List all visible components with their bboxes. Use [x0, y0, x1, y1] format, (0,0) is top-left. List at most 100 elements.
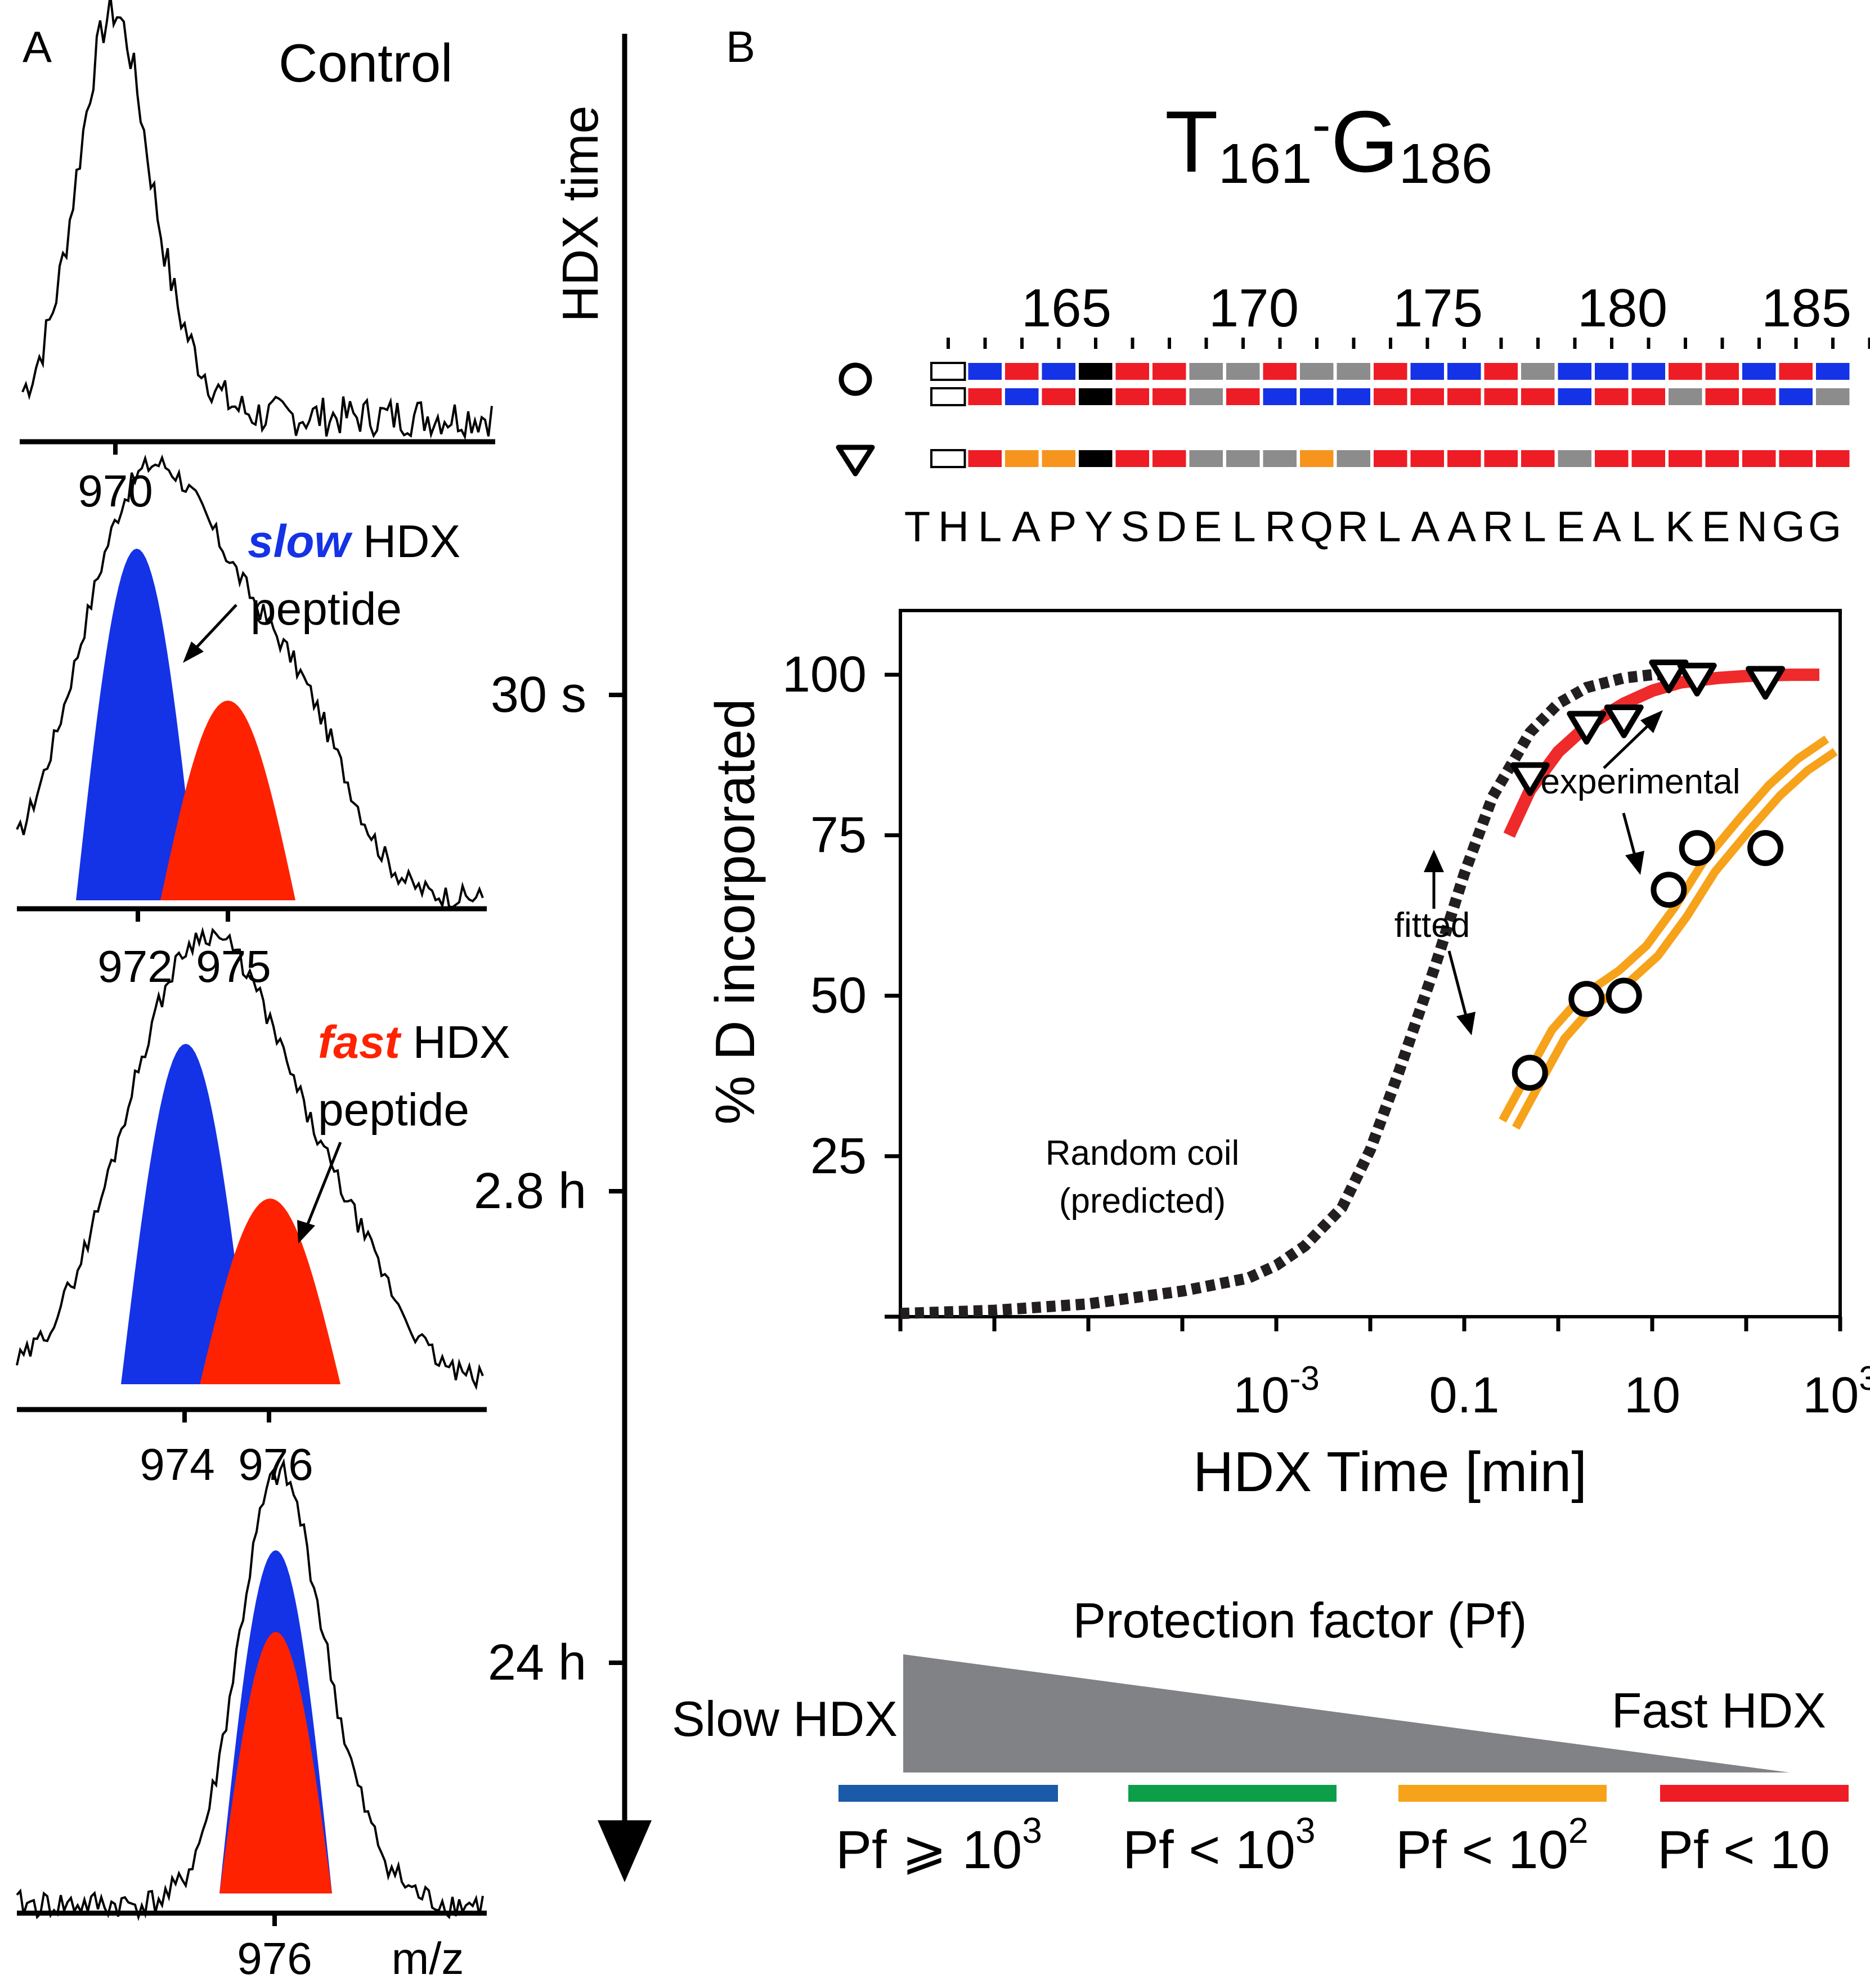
- coverage-cell: [1374, 363, 1407, 380]
- legend-title: Protection factor (Pf): [1073, 1592, 1527, 1648]
- random-coil-curve: [900, 669, 1681, 1320]
- random-coil-annotation-line2: (predicted): [1059, 1182, 1226, 1220]
- residue-number: 180: [1577, 278, 1667, 338]
- arrow-head: [297, 1220, 315, 1244]
- sequence-letter: E: [1702, 503, 1730, 551]
- coverage-cell: [1816, 450, 1850, 467]
- y-tick-label: 50: [810, 968, 867, 1024]
- annotation-arrow: [1603, 725, 1649, 769]
- coverage-cell: [1079, 363, 1113, 380]
- x-axis: 10-3 0.1 10 103: [898, 1317, 1870, 1424]
- sequence-letter: R: [1265, 503, 1296, 551]
- sequence-letter: R: [1338, 503, 1369, 551]
- coverage-cell: [1705, 388, 1739, 405]
- y-tick-label: 25: [810, 1128, 867, 1184]
- sequence-letter: A: [1012, 503, 1041, 551]
- residue-number: 185: [1761, 278, 1851, 338]
- coverage-cell: [1410, 363, 1444, 380]
- coverage-cell: [1226, 450, 1260, 467]
- coverage-cell: [1115, 363, 1149, 380]
- coverage-cell: [1484, 450, 1518, 467]
- data-point-triangle: [1510, 762, 1550, 796]
- spectrum-trace: [16, 454, 484, 910]
- fast-peak-area: [200, 1199, 340, 1384]
- legend-swatch: [1398, 1785, 1607, 1802]
- legend-label: Pf < 102: [1396, 1810, 1588, 1880]
- x-tick-label: 10-3: [1233, 1359, 1319, 1424]
- sequence-letter: Y: [1084, 503, 1113, 551]
- control-title: Control: [279, 33, 452, 93]
- residue-number: 170: [1209, 278, 1299, 338]
- coverage-cell: [1484, 363, 1518, 380]
- data-point-triangle: [1604, 704, 1644, 738]
- fast-peak-area: [160, 701, 295, 900]
- random-coil-annotation: Random coil: [1046, 1134, 1240, 1173]
- panel-b-label: B: [726, 22, 755, 71]
- coverage-cell: [1042, 450, 1075, 467]
- timeline-tick-label: 2.8 h: [474, 1163, 586, 1219]
- fast-hdx-annotation-line2: peptide: [318, 1084, 469, 1136]
- coverage-cell: [1189, 450, 1223, 467]
- sequence-letter: K: [1665, 503, 1694, 551]
- coverage-cell: [1005, 363, 1039, 380]
- fast-hdx-annotation: fast HDX: [318, 1017, 510, 1068]
- coverage-cell: [1005, 450, 1039, 467]
- data-point-triangle: [1746, 666, 1786, 700]
- annotation-arrow: [1447, 950, 1468, 1016]
- timeline-arrowhead: [598, 1820, 652, 1882]
- coverage-cell: [1079, 388, 1113, 405]
- timeline-tick-label: 24 h: [488, 1635, 586, 1691]
- legend-items: Pf ⩾ 103 Pf < 103 Pf < 102 Pf < 10: [836, 1785, 1849, 1880]
- coverage-cell: [1447, 363, 1481, 380]
- x-tick-label: 10: [1624, 1367, 1680, 1424]
- slow-hdx-annotation: slow HDX: [248, 516, 460, 567]
- sequence-letter: D: [1156, 503, 1187, 551]
- coverage-cell: [968, 388, 1002, 405]
- coverage-cell: [1079, 450, 1113, 467]
- coverage-cell: [1742, 450, 1776, 467]
- coverage-cell: [1742, 388, 1776, 405]
- protection-gradient-wedge: [903, 1654, 1790, 1772]
- coverage-cell: [1631, 450, 1665, 467]
- coverage-cell: [968, 363, 1002, 380]
- coverage-cell: [1115, 450, 1149, 467]
- sequence-letter: E: [1557, 503, 1585, 551]
- coverage-cell: [1300, 450, 1334, 467]
- fast-peak-area: [219, 1632, 332, 1893]
- annotation-arrow: [305, 1142, 342, 1227]
- coverage-cell: [1263, 450, 1297, 467]
- sequence-letter: L: [1631, 503, 1655, 551]
- sequence-letter: H: [938, 503, 969, 551]
- sequence-letter: P: [1048, 503, 1077, 551]
- data-point-triangle: [1567, 711, 1607, 745]
- hdx-uptake-chart: % D incorporated HDX Time [min] 25 50 75 10…: [704, 609, 1870, 1504]
- coverage-cell: [1669, 363, 1702, 380]
- hdx-time-label: HDX time: [553, 105, 609, 322]
- coverage-cell: [1115, 388, 1149, 405]
- coverage-cell: [1705, 363, 1739, 380]
- coverage-cell: [968, 450, 1002, 467]
- mz-tick-label: 976: [237, 1933, 312, 1983]
- coverage-cell: [1263, 388, 1297, 405]
- coverage-cell: [1595, 388, 1629, 405]
- coverage-cell: [1300, 388, 1334, 405]
- arrow-head: [1640, 710, 1663, 733]
- coverage-cell: [1263, 363, 1297, 380]
- circle-marker-icon: [838, 362, 872, 396]
- coverage-cell: [1005, 388, 1039, 405]
- coverage-cell: [1337, 388, 1370, 405]
- slow-peak-area: [121, 1044, 250, 1384]
- coverage-cell: [1521, 450, 1555, 467]
- y-tick-label: 100: [782, 647, 867, 703]
- coverage-cell: [930, 449, 966, 468]
- coverage-cell: [1779, 363, 1813, 380]
- coverage-cell: [1558, 450, 1591, 467]
- data-point-circle: [1568, 981, 1605, 1017]
- data-point-circle: [1651, 872, 1687, 908]
- arrow-head: [183, 641, 204, 663]
- sequence-letter: A: [1593, 503, 1621, 551]
- data-points: [1510, 659, 1786, 1091]
- coverage-cell: [1816, 363, 1850, 380]
